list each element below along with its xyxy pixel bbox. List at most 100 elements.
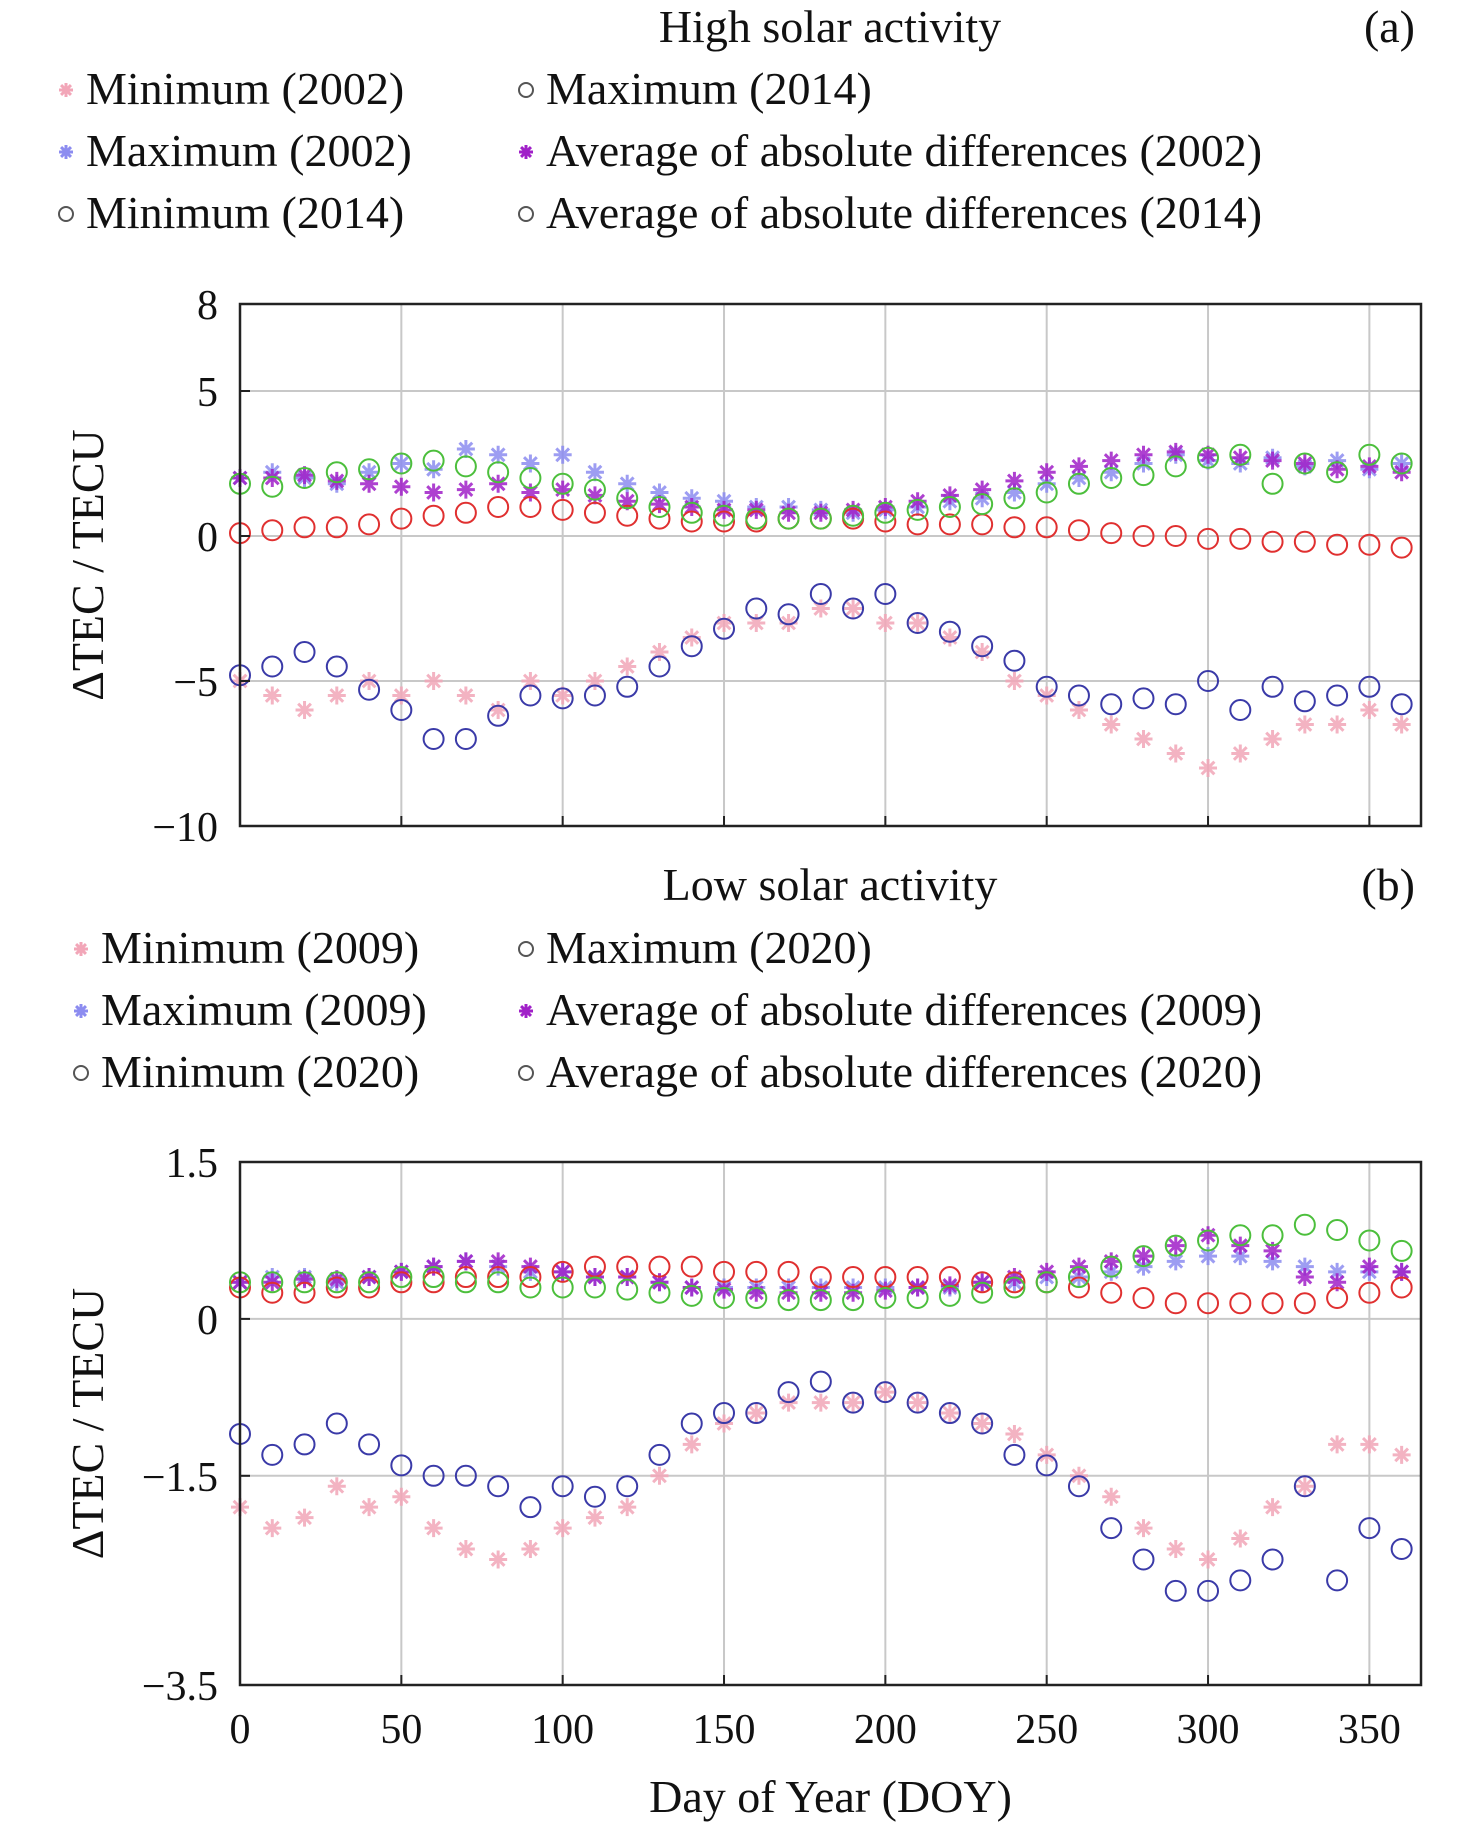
y-tick-label: 0 <box>197 515 218 561</box>
data-point-circle <box>648 507 671 530</box>
x-tick-label: 100 <box>531 1707 594 1753</box>
legend-label: Minimum (2002) <box>86 63 404 114</box>
data-point-circle <box>971 493 994 516</box>
data-point-circle <box>390 507 413 530</box>
data-point-star <box>1166 1236 1185 1255</box>
legend-label: Minimum (2014) <box>86 187 404 238</box>
data-point-star <box>489 701 508 719</box>
data-point-circle <box>874 1381 897 1404</box>
data-point-star <box>1295 715 1314 734</box>
data-point-star <box>811 599 830 618</box>
data-point-star <box>779 503 798 522</box>
data-point-circle <box>1003 1443 1026 1466</box>
data-point-star <box>1360 1257 1379 1276</box>
data-point-star <box>876 1383 895 1402</box>
data-point-circle <box>680 1255 703 1278</box>
data-point-circle <box>874 501 897 524</box>
data-point-star <box>1166 1540 1185 1559</box>
data-point-star <box>844 599 863 618</box>
data-point-star <box>1199 759 1218 777</box>
data-point-circle <box>1100 1517 1123 1540</box>
data-point-star <box>618 474 637 493</box>
data-point-circle <box>551 1260 574 1283</box>
data-point-circle <box>1293 1292 1316 1315</box>
legend-entry: Average of absolute differences (2009) <box>519 984 1262 1035</box>
data-point-circle <box>422 1271 445 1294</box>
data-point-star <box>295 1508 314 1527</box>
y-tick-label: 5 <box>197 370 218 416</box>
data-point-circle <box>519 496 542 518</box>
data-point-circle <box>261 1443 284 1466</box>
data-point-circle <box>648 1281 671 1304</box>
data-point-circle <box>454 455 477 478</box>
legend-entry: Maximum (2020) <box>518 922 872 973</box>
data-point-circle <box>1132 1286 1155 1309</box>
data-point-star <box>1005 471 1024 490</box>
data-point-star <box>585 463 604 482</box>
x-tick-label: 250 <box>1015 1707 1078 1753</box>
data-point-star <box>553 480 572 499</box>
legend-entry: Maximum (2002) <box>59 125 412 176</box>
data-point-star <box>1231 1529 1250 1548</box>
legend-label: Maximum (2014) <box>546 63 872 114</box>
data-point-star <box>1199 1226 1218 1245</box>
data-point-circle <box>293 1433 316 1456</box>
data-point-circle <box>583 1276 606 1299</box>
x-axis-label: Day of Year (DOY) <box>649 1771 1012 1822</box>
panel-b: Low solar activity (b) Minimum (2009) Maxim… <box>62 859 1423 1822</box>
data-point-star <box>263 469 282 487</box>
y-axis-label: ΔTEC / TECU <box>62 429 113 701</box>
data-point-circle <box>1229 699 1252 721</box>
data-point-circle <box>422 1464 445 1487</box>
data-point-circle <box>809 1289 832 1312</box>
data-point-circle <box>1358 675 1381 698</box>
data-point-star <box>424 460 443 479</box>
series-minimum-2020 <box>229 1370 1413 1602</box>
data-point-circle <box>261 1281 284 1304</box>
data-point-circle <box>1229 1224 1252 1247</box>
y-tick-label: −1.5 <box>142 1455 218 1501</box>
data-point-star <box>295 1270 314 1289</box>
data-point-circle <box>1035 675 1058 698</box>
data-point-circle <box>1390 1276 1413 1299</box>
data-point-circle <box>938 1284 961 1307</box>
data-point-star <box>908 492 927 511</box>
data-point-circle <box>325 516 348 539</box>
panel-a: High solar activity (a) Minimum (2002) Maxi… <box>58 1 1423 851</box>
data-point-circle <box>713 510 736 533</box>
data-point-star <box>585 672 604 690</box>
data-point-circle <box>487 1266 510 1289</box>
data-point-circle <box>454 1266 477 1289</box>
data-point-circle <box>519 684 542 707</box>
data-point-star <box>1295 1257 1314 1276</box>
data-point-star <box>876 498 895 516</box>
legend-entry: Maximum (2014) <box>518 63 872 114</box>
data-point-circle <box>713 1402 736 1425</box>
y-tick-label: 8 <box>197 283 218 329</box>
data-point-circle <box>713 617 736 640</box>
data-point-circle <box>1035 481 1058 504</box>
data-point-star <box>682 1278 701 1297</box>
data-point-circle <box>1164 1292 1187 1315</box>
data-point-star <box>1360 1435 1379 1454</box>
data-point-circle <box>293 516 316 539</box>
data-point-star <box>553 1262 572 1281</box>
data-point-star <box>1166 744 1185 763</box>
data-point-circle <box>938 513 961 536</box>
data-point-circle <box>1390 452 1413 475</box>
data-point-star <box>908 1393 927 1412</box>
data-point-circle <box>1326 1569 1349 1592</box>
data-point-star <box>1263 1498 1282 1517</box>
data-point-star <box>973 480 992 499</box>
data-point-circle <box>680 635 703 658</box>
data-point-circle <box>745 507 768 530</box>
data-point-star <box>1005 672 1024 690</box>
data-point-circle <box>551 498 574 521</box>
data-point-star <box>456 686 475 705</box>
data-point-circle <box>261 475 284 498</box>
data-point-star <box>295 466 314 485</box>
data-point-star <box>489 1550 508 1569</box>
data-point-star <box>553 1519 572 1538</box>
data-point-star <box>940 486 959 505</box>
data-point-star <box>489 1252 508 1271</box>
